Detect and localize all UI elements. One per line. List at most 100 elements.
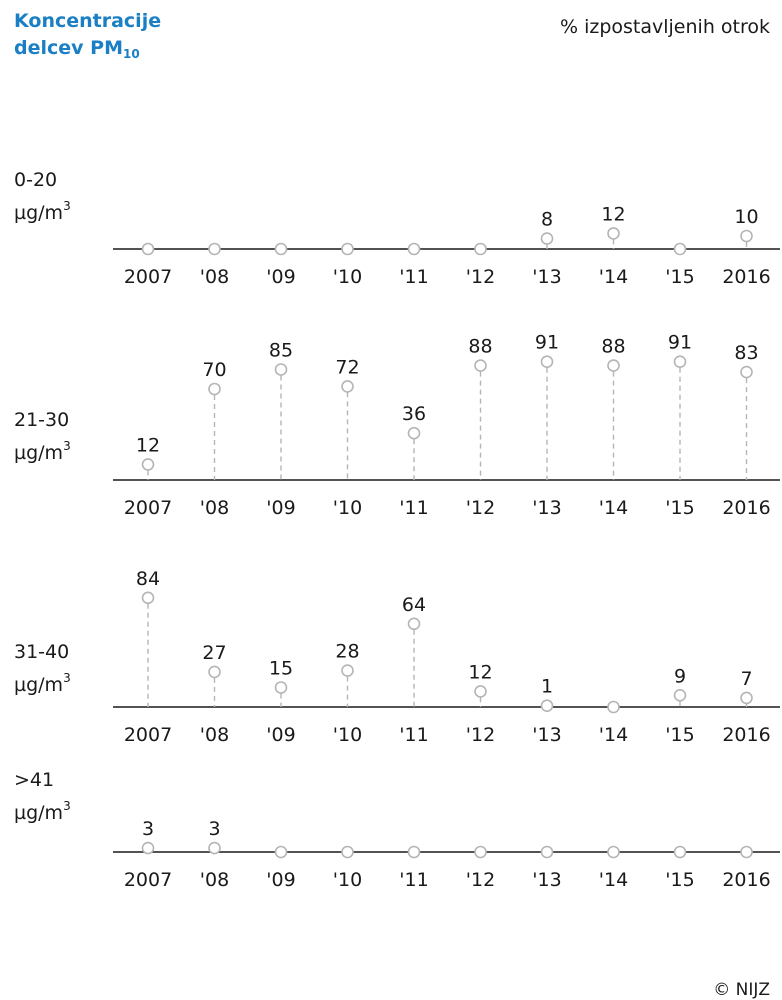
- row-unit-text: µg/m: [14, 442, 64, 464]
- row-label-unit: µg/m3: [14, 669, 71, 702]
- data-point: [673, 242, 687, 256]
- row-label-1: 21-30 µg/m3: [14, 404, 71, 470]
- row-unit-text: µg/m: [14, 202, 64, 224]
- tick-label: 2007: [124, 724, 172, 746]
- data-point: [673, 355, 687, 369]
- data-point: [607, 700, 620, 714]
- data-point: [474, 845, 487, 859]
- tick-label: '13: [532, 724, 561, 746]
- data-point: [673, 845, 687, 859]
- tick-label: '14: [599, 497, 628, 519]
- title-line-1: Koncentracije: [14, 10, 162, 32]
- data-label: 12: [601, 203, 625, 225]
- title-subscript: 10: [122, 47, 140, 61]
- tick-label: '12: [466, 724, 495, 746]
- row-unit-sup: 3: [63, 199, 71, 213]
- data-point: [540, 699, 554, 713]
- tick-label: '15: [665, 497, 694, 519]
- tick-label: '13: [532, 266, 561, 288]
- tick-label: 2007: [124, 869, 172, 891]
- data-label: 3: [208, 818, 220, 840]
- data-point: [740, 229, 753, 243]
- row-label-unit: µg/m3: [14, 797, 71, 830]
- tick-label: '15: [665, 266, 694, 288]
- data-point: [341, 845, 354, 859]
- data-label: 83: [734, 342, 758, 364]
- tick-label: '15: [665, 724, 694, 746]
- data-point: [208, 382, 221, 396]
- tick-label: '11: [399, 497, 428, 519]
- data-point: [740, 365, 753, 379]
- tick-label: '08: [200, 266, 229, 288]
- tick-label: 2016: [722, 724, 770, 746]
- tick-label: '08: [200, 724, 229, 746]
- tick-label: '14: [599, 724, 628, 746]
- unit-label: % izpostavljenih otrok: [559, 16, 770, 38]
- data-label: 91: [668, 332, 692, 354]
- row-unit-sup: 3: [63, 799, 71, 813]
- data-point: [540, 355, 554, 369]
- tick-label: '11: [399, 724, 428, 746]
- data-label: 72: [335, 356, 359, 378]
- data-point: [274, 363, 288, 376]
- data-point: [341, 664, 354, 677]
- tick-label: 2016: [722, 497, 770, 519]
- data-point: [607, 359, 620, 372]
- data-point: [141, 591, 155, 605]
- data-point: [208, 841, 221, 855]
- data-point: [341, 380, 354, 393]
- data-point: [474, 685, 487, 698]
- data-label: 88: [468, 336, 492, 358]
- data-label: 85: [269, 340, 293, 362]
- tick-label: '10: [333, 266, 362, 288]
- data-label: 12: [136, 434, 160, 456]
- data-label: 3: [142, 818, 154, 840]
- tick-label: '13: [532, 869, 561, 891]
- data-point: [740, 845, 753, 859]
- data-point: [540, 845, 554, 859]
- tick-label: '09: [266, 497, 295, 519]
- tick-label: '12: [466, 497, 495, 519]
- row-label-0: 0-20 µg/m3: [14, 164, 71, 230]
- row-label-range: 0-20: [14, 169, 58, 191]
- title-line-2-text: delcev PM: [14, 37, 123, 59]
- data-point: [141, 458, 155, 471]
- tick-label: '08: [200, 497, 229, 519]
- data-point: [407, 617, 421, 631]
- data-label: 91: [535, 332, 559, 354]
- tick-label: 2016: [722, 266, 770, 288]
- data-point: [407, 845, 421, 859]
- chart-title: Koncentracije delcev PM10: [14, 8, 161, 68]
- data-point: [208, 242, 221, 256]
- data-label: 10: [734, 206, 758, 228]
- tick-label: 2016: [722, 869, 770, 891]
- row-label-range: 31-40: [14, 641, 70, 663]
- data-label: 1: [541, 676, 553, 698]
- data-label: 15: [269, 658, 293, 680]
- data-point: [474, 359, 487, 372]
- data-point: [607, 845, 620, 859]
- data-point: [474, 242, 487, 256]
- row-unit-sup: 3: [63, 671, 71, 685]
- row-unit-text: µg/m: [14, 802, 64, 824]
- data-label: 70: [202, 359, 226, 381]
- row-label-range: >41: [14, 769, 55, 791]
- data-label: 9: [674, 665, 686, 687]
- tick-label: 2007: [124, 497, 172, 519]
- data-point: [407, 242, 421, 256]
- data-point: [274, 845, 288, 859]
- tick-label: '08: [200, 869, 229, 891]
- title-line-2: delcev PM10: [14, 35, 161, 68]
- row-label-unit: µg/m3: [14, 437, 71, 470]
- data-label: 12: [468, 661, 492, 683]
- data-point: [141, 242, 155, 256]
- row-unit-text: µg/m: [14, 674, 64, 696]
- data-point: [540, 232, 554, 245]
- data-label: 7: [740, 668, 752, 690]
- row-label-3: >41 µg/m3: [14, 764, 71, 830]
- tick-label: '12: [466, 869, 495, 891]
- row-label-range: 21-30: [14, 409, 70, 431]
- tick-label: 2007: [124, 266, 172, 288]
- data-label: 88: [601, 336, 625, 358]
